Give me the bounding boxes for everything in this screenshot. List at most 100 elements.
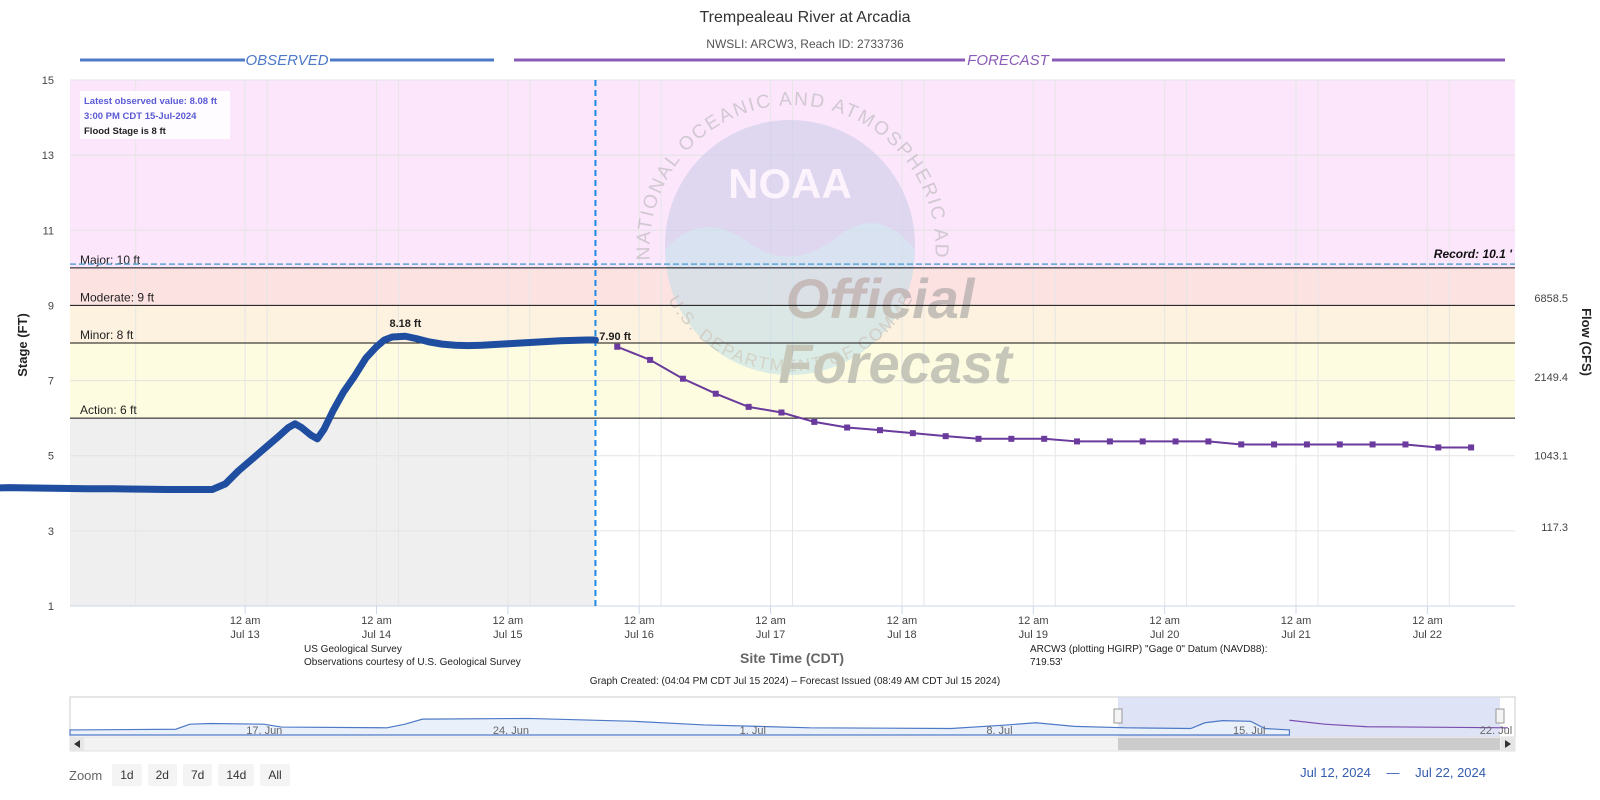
x-tick-date: Jul 16 (625, 629, 654, 641)
forecast-point (1139, 438, 1146, 445)
latest-observed-time: 3:00 PM CDT 15-Jul-2024 (84, 111, 197, 122)
forecast-header: FORECAST (967, 52, 1051, 69)
date-range: Jul 12, 2024 — Jul 22, 2024 (1294, 765, 1492, 780)
forecast-point (876, 427, 883, 434)
range-separator: — (1386, 765, 1400, 780)
flow-tick-label: 6858.5 (1534, 293, 1568, 305)
navigator-handle-left[interactable] (1113, 708, 1123, 724)
info-box (80, 91, 230, 139)
forecast-point (1205, 438, 1212, 445)
x-tick-date: Jul 21 (1281, 629, 1310, 641)
zoom-2d-button[interactable]: 2d (147, 764, 177, 786)
forecast-point (942, 433, 949, 440)
forecast-point (1435, 444, 1442, 451)
flow-tick-label: 2149.4 (1534, 372, 1568, 384)
arrow-left-icon (74, 740, 80, 748)
x-tick-time: 12 am (361, 615, 392, 627)
forecast-point (1172, 438, 1179, 445)
observed-background (70, 418, 596, 606)
zoom-all-button[interactable]: All (260, 764, 290, 786)
latest-observed-value: Latest observed value: 8.08 ft (84, 96, 218, 107)
datum-value: 719.53' (1030, 657, 1063, 668)
credit-source: US Geological Survey (304, 644, 402, 655)
x-tick-date: Jul 15 (493, 629, 522, 641)
navigator-date-label: 8. Jul (986, 725, 1012, 737)
x-tick-date: Jul 14 (362, 629, 391, 641)
y-tick-label: 3 (48, 526, 54, 538)
chart-subtitle: NWSLI: ARCW3, Reach ID: 2733736 (706, 37, 904, 51)
zoom-1d-button[interactable]: 1d (112, 764, 142, 786)
navigator-date-label: 15. Jul (1233, 725, 1265, 737)
zoom-7d-button[interactable]: 7d (182, 764, 213, 786)
x-tick-date: Jul 17 (756, 629, 785, 641)
navigator-date-label: 1. Jul (740, 725, 766, 737)
range-from[interactable]: Jul 12, 2024 (1300, 765, 1371, 780)
x-tick-time: 12 am (493, 615, 524, 627)
forecast-point (1336, 441, 1343, 448)
x-tick-date: Jul 20 (1150, 629, 1179, 641)
flow-tick-label: 1043.1 (1534, 451, 1568, 463)
x-tick-date: Jul 18 (887, 629, 916, 641)
forecast-point (745, 403, 752, 410)
x-tick-time: 12 am (1018, 615, 1049, 627)
record-label: Record: 10.1 ' (1434, 247, 1513, 261)
forecast-point (844, 424, 851, 431)
zoom-label: Zoom (69, 767, 103, 783)
y-tick-label: 1 (48, 601, 54, 613)
x-tick-time: 12 am (887, 615, 918, 627)
arrow-right-icon (1505, 740, 1511, 748)
watermark-forecast: Forecast (778, 332, 1014, 395)
range-to[interactable]: Jul 22, 2024 (1415, 765, 1486, 780)
forecast-point (1008, 435, 1015, 442)
chart-title: Trempealeau River at Arcadia (699, 9, 910, 26)
x-tick-date: Jul 19 (1019, 629, 1048, 641)
navigator-date-label: 24. Jun (493, 725, 529, 737)
watermark-official: Official (786, 267, 976, 330)
observed-header: OBSERVED (245, 52, 328, 69)
forecast-point (778, 409, 785, 416)
forecast-point (1074, 438, 1081, 445)
noaa-logo-wave (665, 223, 915, 375)
x-axis-ticks: 12 am Jul 13 12 am Jul 14 12 am Jul 15 12 am Ju… (230, 606, 1443, 641)
x-tick-time: 12 am (1281, 615, 1312, 627)
y-tick-label: 15 (42, 75, 54, 87)
threshold-label-minor: Minor: 8 ft (80, 328, 134, 342)
y-tick-label: 11 (43, 225, 54, 237)
x-tick-time: 12 am (230, 615, 261, 627)
forecast-point (1271, 441, 1278, 448)
datum-note: ARCW3 (plotting HGIRP) "Gage 0" Datum (N… (1030, 644, 1268, 655)
navigator-handle-right[interactable] (1495, 708, 1505, 724)
navigator-labels: 17. Jun 24. Jun 1. Jul 8. Jul 15. Jul 22. Jul (246, 725, 1512, 737)
peak-label: 8.18 ft (389, 318, 421, 330)
graph-created-note: Graph Created: (04:04 PM CDT Jul 15 2024… (590, 676, 1000, 687)
flow-tick-label: 117.3 (1541, 522, 1568, 534)
forecast-point (1041, 435, 1048, 442)
y-tick-label: 9 (48, 300, 54, 312)
navigator-scrollbar-thumb[interactable] (1118, 738, 1500, 750)
credit-courtesy: Observations courtesy of U.S. Geological… (304, 657, 521, 668)
forecast-points (614, 343, 1475, 451)
forecast-point (647, 356, 654, 363)
flow-axis-ticks: 117.3 1043.1 2149.4 6858.5 (1534, 293, 1568, 534)
forecast-point (712, 390, 719, 397)
forecast-point (811, 418, 818, 425)
x-axis-title: Site Time (CDT) (740, 650, 844, 666)
forecast-point (975, 435, 982, 442)
navigator-date-label: 17. Jun (246, 725, 282, 737)
y2-axis-title: Flow (CFS) (1579, 308, 1594, 376)
forecast-point (1106, 438, 1113, 445)
zoom-controls: Zoom 1d 2d 7d 14d All (69, 764, 290, 786)
x-tick-date: Jul 22 (1413, 629, 1442, 641)
forecast-point (614, 343, 621, 350)
forecast-point (1369, 441, 1376, 448)
navigator-date-label: 22. Jul (1480, 725, 1512, 737)
navigator[interactable]: 17. Jun 24. Jun 1. Jul 8. Jul 15. Jul 22. Jul (69, 696, 1516, 752)
x-tick-time: 12 am (1149, 615, 1180, 627)
forecast-point (1402, 441, 1409, 448)
y-tick-label: 13 (42, 150, 54, 162)
navigator-forecast-series (1289, 719, 1508, 729)
zoom-14d-button[interactable]: 14d (218, 764, 255, 786)
